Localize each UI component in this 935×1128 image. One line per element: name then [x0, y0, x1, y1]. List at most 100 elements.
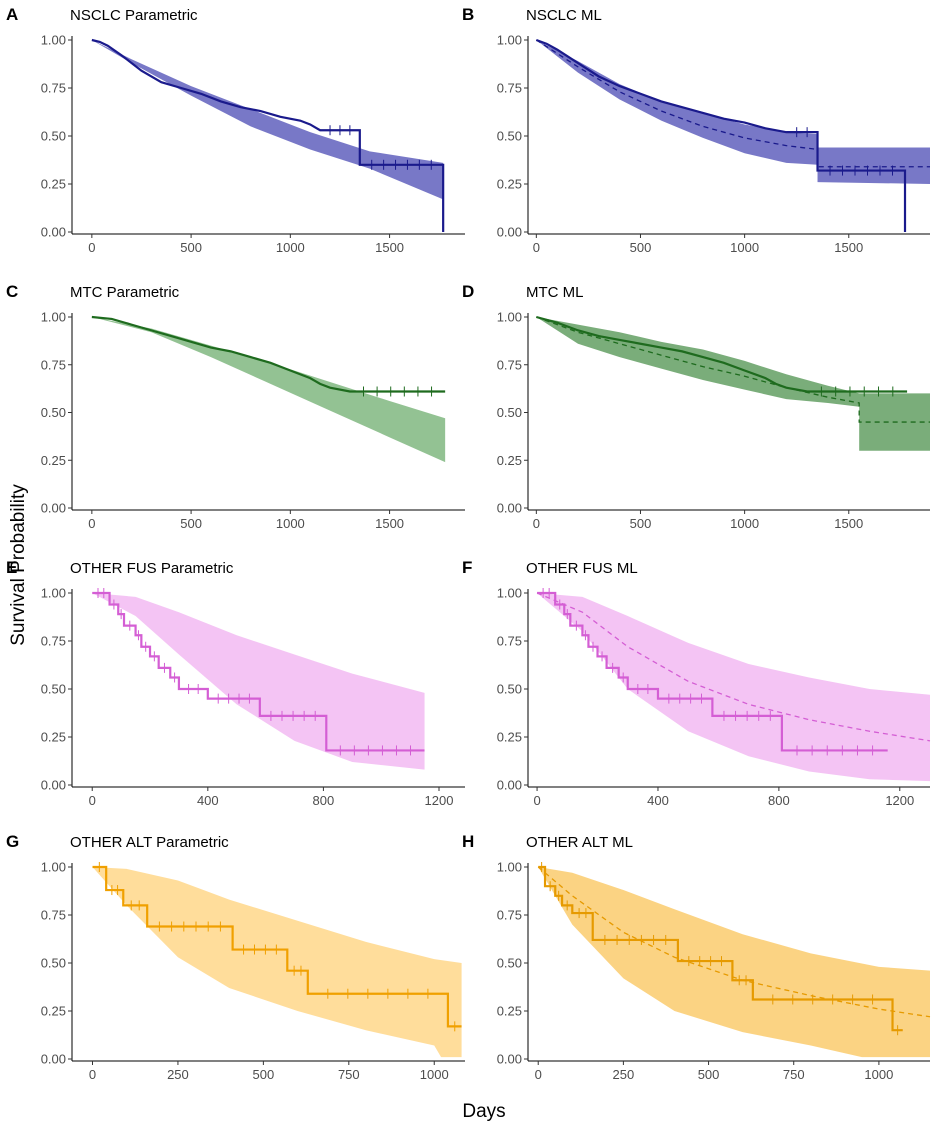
panel-g: G OTHER ALT Parametric 0.00 0.25 0.50 0.75 1.0… — [6, 832, 465, 1082]
x-axis-title: Days — [462, 1101, 505, 1122]
confidence-band — [92, 593, 425, 770]
y-tick-label: 0.75 — [497, 908, 522, 923]
y-tick-label: 0.00 — [497, 501, 522, 516]
x-tick-label: 500 — [180, 516, 202, 531]
x-tick-label: 1500 — [375, 516, 404, 531]
panel-title: OTHER ALT Parametric — [70, 834, 229, 851]
y-tick-label: 0.25 — [497, 1004, 522, 1019]
predicted-survival-curve — [536, 592, 931, 742]
km-survival-curve — [91, 38, 445, 232]
y-tick-label: 1.00 — [41, 310, 66, 325]
y-tick-label: 1.00 — [41, 586, 66, 601]
y-tick-label: 0.00 — [41, 778, 66, 793]
confidence-band — [538, 867, 930, 1058]
panel-title: OTHER ALT ML — [526, 834, 633, 851]
x-tick-label: 400 — [197, 793, 219, 808]
censor-marks — [362, 386, 433, 397]
x-tick-label: 400 — [647, 793, 669, 808]
x-tick-label: 1000 — [730, 516, 759, 531]
x-tick-label: 750 — [338, 1067, 360, 1082]
y-tick-label: 0.50 — [41, 956, 66, 971]
y-tick-label: 0.00 — [41, 225, 66, 240]
panel-e: E OTHER FUS Parametric 0.00 0.25 0.50 0.75 1.0… — [6, 558, 465, 808]
confidence-band — [91, 40, 444, 200]
x-tick-label: 0 — [533, 793, 540, 808]
y-tick-label: 0.50 — [41, 129, 66, 144]
panel-c: C MTC Parametric 0.00 0.25 0.50 0.75 1.00 0 500 1… — [6, 282, 465, 531]
y-tick-label: 0.50 — [497, 405, 522, 420]
y-tick-label: 0.75 — [41, 357, 66, 372]
y-tick-label: 1.00 — [41, 860, 66, 875]
x-tick-label: 500 — [630, 516, 652, 531]
panel-a: A NSCLC Parametric 0.00 0.25 0.50 0.75 1.00 0 50… — [6, 5, 465, 255]
km-survival-curve — [538, 865, 903, 1032]
panel-title: NSCLC Parametric — [70, 7, 198, 24]
panel-letter: A — [6, 5, 18, 24]
censor-marks — [820, 386, 894, 397]
confidence-band — [91, 317, 446, 463]
y-tick-label: 1.00 — [497, 586, 522, 601]
x-tick-label: 250 — [613, 1067, 635, 1082]
y-tick-label: 1.00 — [41, 33, 66, 48]
x-tick-label: 1000 — [276, 516, 305, 531]
y-tick-label: 0.75 — [497, 81, 522, 96]
x-tick-label: 1500 — [375, 240, 404, 255]
x-tick-label: 1500 — [834, 516, 863, 531]
y-tick-label: 0.25 — [41, 453, 66, 468]
panel-letter: G — [6, 832, 19, 851]
y-tick-label: 1.00 — [497, 33, 522, 48]
x-tick-label: 1000 — [864, 1067, 893, 1082]
confidence-band — [92, 867, 462, 1058]
x-tick-label: 800 — [768, 793, 790, 808]
panel-h: H OTHER ALT ML 0.00 0.25 0.50 0.75 1.00 0 250 500… — [462, 832, 931, 1082]
x-tick-label: 0 — [88, 240, 95, 255]
confidence-band — [537, 593, 930, 782]
censor-marks — [98, 862, 456, 1032]
x-tick-label: 500 — [630, 240, 652, 255]
y-tick-label: 0.50 — [497, 956, 522, 971]
x-tick-label: 0 — [535, 1067, 542, 1082]
y-tick-label: 1.00 — [497, 310, 522, 325]
y-tick-label: 0.25 — [497, 177, 522, 192]
panel-title: NSCLC ML — [526, 7, 602, 24]
predicted-survival-curve — [537, 866, 931, 1018]
censor-marks — [796, 127, 894, 176]
panel-letter: F — [462, 558, 472, 577]
x-tick-label: 1000 — [420, 1067, 449, 1082]
panel-letter: D — [462, 282, 474, 301]
y-tick-label: 0.00 — [497, 778, 522, 793]
x-tick-label: 500 — [180, 240, 202, 255]
x-tick-label: 1200 — [425, 793, 454, 808]
y-axis-title: Survival Probability — [8, 484, 29, 646]
y-tick-label: 0.75 — [41, 908, 66, 923]
panel-letter: E — [6, 558, 17, 577]
km-survival-curve — [536, 315, 908, 393]
y-tick-label: 0.00 — [41, 501, 66, 516]
y-tick-label: 0.00 — [497, 1052, 522, 1067]
panel-title: MTC ML — [526, 284, 584, 301]
confidence-band — [536, 40, 930, 184]
y-tick-label: 0.50 — [41, 405, 66, 420]
y-tick-label: 0.75 — [41, 634, 66, 649]
x-tick-label: 500 — [253, 1067, 275, 1082]
km-survival-curve — [92, 865, 462, 1028]
y-tick-label: 1.00 — [497, 860, 522, 875]
x-tick-label: 0 — [89, 1067, 96, 1082]
x-tick-label: 0 — [88, 516, 95, 531]
censor-marks — [541, 862, 899, 1036]
x-tick-label: 800 — [313, 793, 335, 808]
y-tick-label: 0.25 — [497, 453, 522, 468]
y-tick-label: 0.25 — [41, 177, 66, 192]
censor-marks — [329, 125, 432, 170]
km-survival-curve — [535, 38, 907, 232]
y-tick-label: 0.25 — [41, 1004, 66, 1019]
predicted-survival-curve — [536, 316, 930, 423]
panel-f: F OTHER FUS ML 0.00 0.25 0.50 0.75 1.00 0 400 800… — [462, 558, 931, 808]
y-tick-label: 0.50 — [497, 129, 522, 144]
panel-d: D MTC ML 0.00 0.25 0.50 0.75 1.00 0 500 1000 1500 — [462, 282, 930, 531]
km-survival-curve — [91, 315, 446, 393]
censor-marks — [97, 588, 412, 756]
y-tick-label: 0.25 — [41, 730, 66, 745]
predicted-survival-curve — [535, 39, 930, 168]
